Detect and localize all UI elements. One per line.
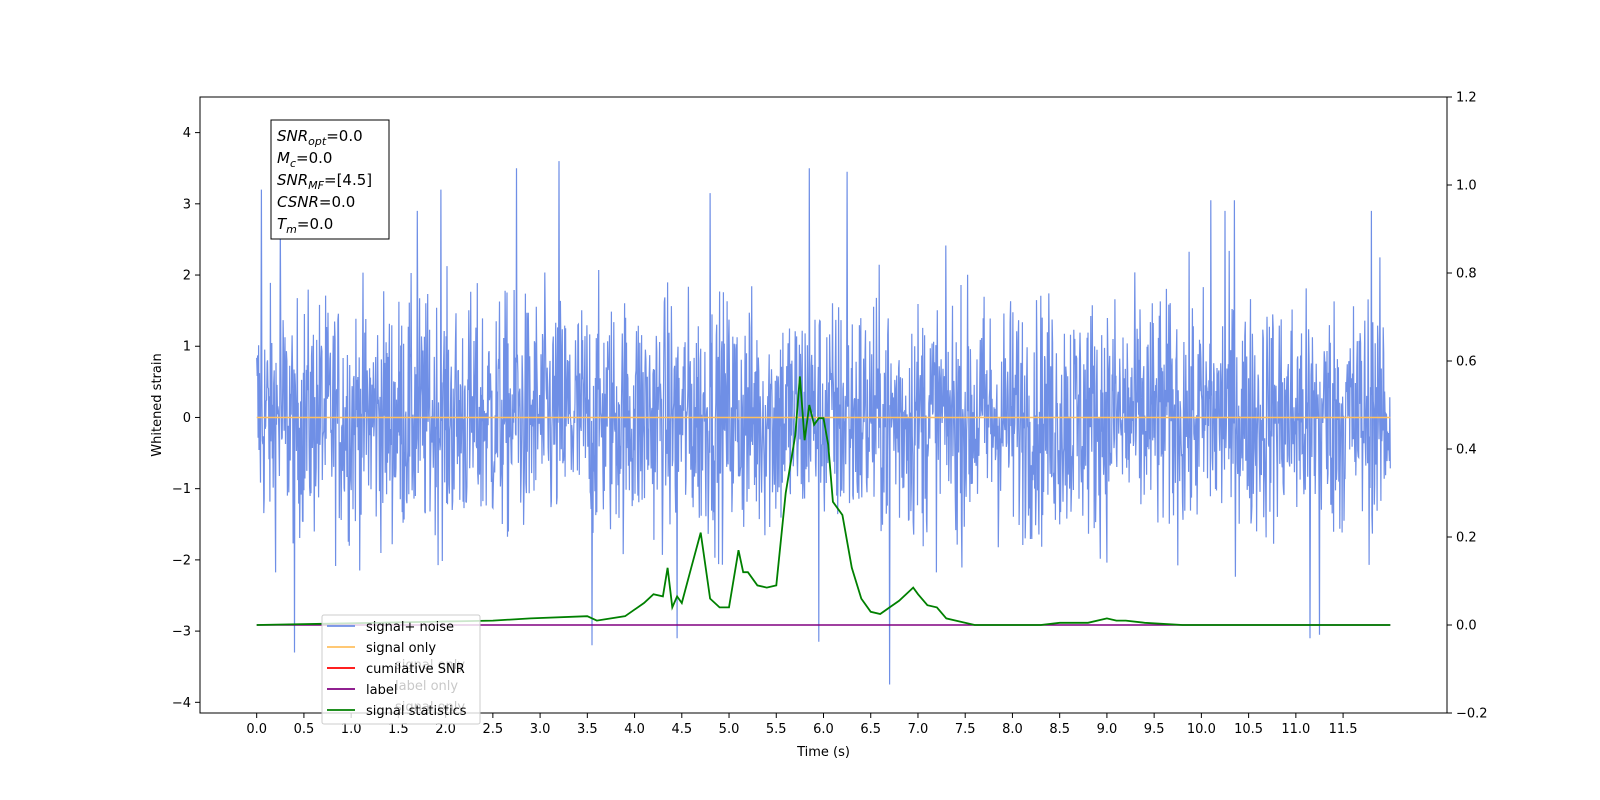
annotation-line: Mc=0.0 — [277, 149, 332, 170]
annotation-value: =0.0 — [297, 215, 333, 233]
x-tick-label: 4.5 — [671, 722, 692, 737]
y2-tick-label: 0.0 — [1456, 619, 1477, 634]
x-tick-label: 9.0 — [1097, 722, 1118, 737]
y2-tick-label: −0.2 — [1456, 707, 1488, 722]
x-tick-label: 8.5 — [1049, 722, 1070, 737]
y-axis-label: Whitened strain — [150, 353, 165, 456]
x-tick-label: 3.0 — [530, 722, 551, 737]
x-tick-label: 8.0 — [1002, 722, 1023, 737]
x-axis-label: Time (s) — [796, 745, 850, 760]
annotation-line: CSNR=0.0 — [277, 193, 355, 211]
annotation-value: =0.0 — [296, 149, 332, 167]
annotation-line: Tm=0.0 — [277, 215, 333, 236]
annotation-box: SNRopt=0.0Mc=0.0SNRMF=[4.5]CSNR=0.0Tm=0.… — [270, 119, 390, 240]
annotation-value: =0.0 — [326, 127, 362, 145]
annotation-sub: MF — [308, 179, 324, 192]
legend-label: signal statistics — [366, 704, 467, 719]
x-tick-label: 1.0 — [341, 722, 362, 737]
y2-tick-label: 0.8 — [1456, 267, 1477, 282]
y-tick-label: 3 — [183, 197, 191, 212]
annotation-sub: c — [290, 157, 296, 170]
annotation-value: =0.0 — [319, 193, 355, 211]
annotation-var: CSNR — [277, 193, 319, 211]
legend-ghost-text: label only — [395, 679, 458, 694]
y-tick-label: 4 — [183, 126, 191, 141]
y-tick-label: 0 — [183, 411, 191, 426]
annotation-var: SNR — [277, 127, 308, 145]
legend-ghost-text: signal only — [395, 700, 465, 715]
annotation-var: M — [277, 149, 290, 167]
x-tick-label: 2.0 — [435, 722, 456, 737]
x-tick-label: 2.5 — [483, 722, 504, 737]
x-tick-label: 6.5 — [860, 722, 881, 737]
x-tick-label: 3.5 — [577, 722, 598, 737]
x-tick-label: 11.5 — [1329, 722, 1358, 737]
y-tick-label: −4 — [172, 696, 191, 711]
y2-tick-label: 0.2 — [1456, 531, 1477, 546]
y-tick-label: −2 — [172, 553, 191, 568]
x-tick-label: 7.5 — [955, 722, 976, 737]
x-tick-label: 9.5 — [1144, 722, 1165, 737]
x-tick-label: 5.5 — [766, 722, 787, 737]
legend-frame — [321, 614, 481, 725]
y2-tick-label: 0.4 — [1456, 443, 1477, 458]
legend-label: cumilative SNR — [366, 662, 465, 677]
legend-label: signal+ noise — [366, 620, 454, 635]
x-tick-label: 7.0 — [908, 722, 929, 737]
x-tick-label: 5.0 — [719, 722, 740, 737]
annotation-value: =[4.5] — [324, 171, 372, 189]
signal-statistics-line — [256, 376, 1391, 626]
legend-label: label — [366, 683, 397, 698]
legend: signal only label only signal only signal+ … — [321, 614, 481, 725]
legend-ghost-text: signal only — [395, 658, 465, 673]
x-tick-label: 10.5 — [1234, 722, 1263, 737]
legend-label: signal only — [366, 641, 436, 656]
x-tick-label: 11.0 — [1281, 722, 1310, 737]
annotation-sub: m — [286, 223, 297, 236]
x-tick-label: 4.0 — [624, 722, 645, 737]
x-tick-label: 6.0 — [813, 722, 834, 737]
y2-tick-label: 1.0 — [1456, 179, 1477, 194]
y-tick-label: 2 — [183, 269, 191, 284]
x-tick-label: 0.0 — [246, 722, 267, 737]
x-tick-label: 1.5 — [388, 722, 409, 737]
annotation-var: SNR — [277, 171, 308, 189]
annotation-var: T — [277, 215, 288, 233]
y2-tick-label: 1.2 — [1456, 91, 1477, 106]
x-tick-label: 0.5 — [294, 722, 315, 737]
y-tick-label: −1 — [172, 482, 191, 497]
annotation-frame — [270, 119, 390, 240]
annotation-sub: opt — [308, 135, 327, 148]
y-tick-label: 1 — [183, 340, 191, 355]
annotation-line: SNRMF=[4.5] — [277, 171, 372, 192]
y-tick-label: −3 — [172, 625, 191, 640]
annotation-line: SNRopt=0.0 — [277, 127, 363, 148]
x-tick-label: 10.0 — [1187, 722, 1216, 737]
y2-tick-label: 0.6 — [1456, 355, 1477, 370]
tick-group: 0.0 0.5 1.0 1.5 2.0 2.5 3.0 3.5 4.0 4.5 5.0 5.5 6.0 6… — [172, 91, 1488, 738]
